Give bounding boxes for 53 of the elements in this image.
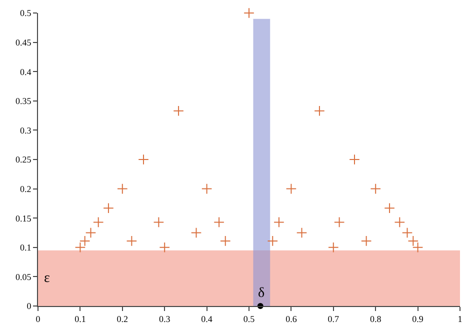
y-tick-label: 0.2 (20, 184, 32, 194)
x-tick-label: 0.7 (328, 314, 340, 324)
point (296, 227, 308, 238)
point (117, 183, 128, 194)
point (267, 236, 278, 246)
y-tick-label: 0.25 (15, 154, 32, 165)
point (103, 202, 114, 214)
x-tick-label: 0.6 (286, 314, 298, 324)
y-tick-label: 0.15 (15, 213, 32, 224)
y-tick-label: 0.1 (20, 242, 32, 253)
x-tick-label: 0.3 (158, 314, 171, 324)
point (220, 236, 231, 246)
point (201, 183, 212, 194)
point (328, 242, 339, 253)
point (79, 236, 90, 246)
x-tick-label: 0 (36, 314, 41, 324)
x-tick-label: 1 (458, 314, 462, 324)
point (159, 242, 170, 253)
x-tick-label: 0.1 (74, 314, 86, 324)
point (190, 227, 202, 238)
point (214, 216, 224, 228)
y-tick-label: 0.35 (15, 96, 32, 106)
point (286, 183, 297, 194)
band-label: δ (258, 286, 265, 301)
point (334, 216, 345, 228)
x-tick-label: 0.4 (201, 314, 213, 324)
x-tick-label: 0.5 (243, 314, 256, 324)
point (92, 216, 104, 228)
point (138, 154, 149, 165)
point (173, 105, 184, 116)
point (74, 242, 86, 253)
y-tick-label: 0.3 (20, 125, 32, 136)
point (85, 227, 96, 238)
y-tick-label: 0.05 (15, 272, 32, 282)
point (360, 236, 372, 246)
band-label: ε (44, 271, 50, 286)
point (126, 236, 138, 246)
y-tick-label: 0.45 (15, 37, 32, 48)
x-tick-label: 0.9 (412, 314, 424, 324)
point (274, 216, 284, 228)
point (153, 216, 164, 228)
y-tick-label: 0.4 (20, 66, 32, 77)
point (384, 202, 395, 214)
point (244, 8, 254, 18)
point (349, 154, 360, 165)
y-tick-label: 0.5 (20, 8, 32, 18)
point (394, 216, 406, 228)
point (314, 105, 325, 116)
y-tick-label: 0 (26, 301, 32, 312)
point (402, 227, 413, 238)
x-tick-label: 0.8 (370, 314, 382, 324)
x-tick-label: 0.2 (116, 314, 128, 324)
point (370, 183, 381, 194)
